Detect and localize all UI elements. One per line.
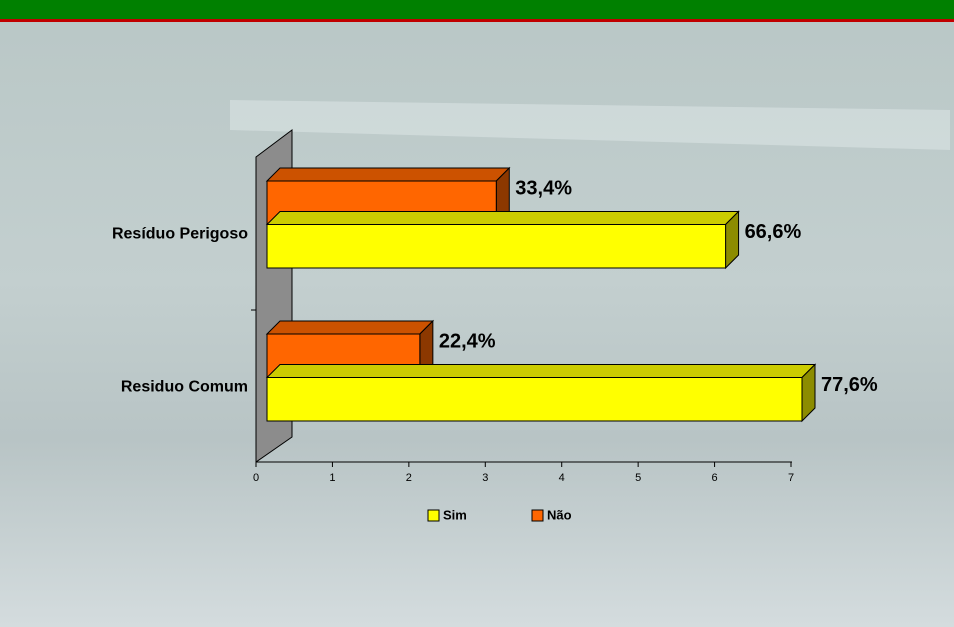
x-tick-label: 3 [482,472,488,484]
bar-top [265,167,511,182]
data-label: 66,6% [745,221,802,243]
data-label: 22,4% [439,330,496,352]
canopy [230,100,950,150]
legend-label: Sim [443,507,467,522]
x-tick-label: 6 [712,472,718,484]
bar-top [265,211,740,225]
category-label: Resíduo Perigoso [112,226,248,243]
bar-top [265,364,817,378]
x-tick-label: 1 [329,472,335,484]
bar [266,377,803,422]
header-line [0,19,954,22]
x-tick-label: 0 [253,472,259,484]
x-tick-label: 7 [788,472,794,484]
data-label: 77,6% [821,374,878,396]
x-tick-label: 2 [406,472,412,484]
data-label: 33,4% [515,177,572,199]
x-tick-label: 4 [559,472,565,484]
bar-top [265,320,435,335]
legend-swatch [427,509,440,522]
legend-swatch [531,509,544,522]
category-label: Residuo Comum [121,379,248,396]
legend-label: Não [547,507,572,522]
bar [266,224,727,269]
x-tick-label: 5 [635,472,641,484]
header-bar [0,0,954,19]
